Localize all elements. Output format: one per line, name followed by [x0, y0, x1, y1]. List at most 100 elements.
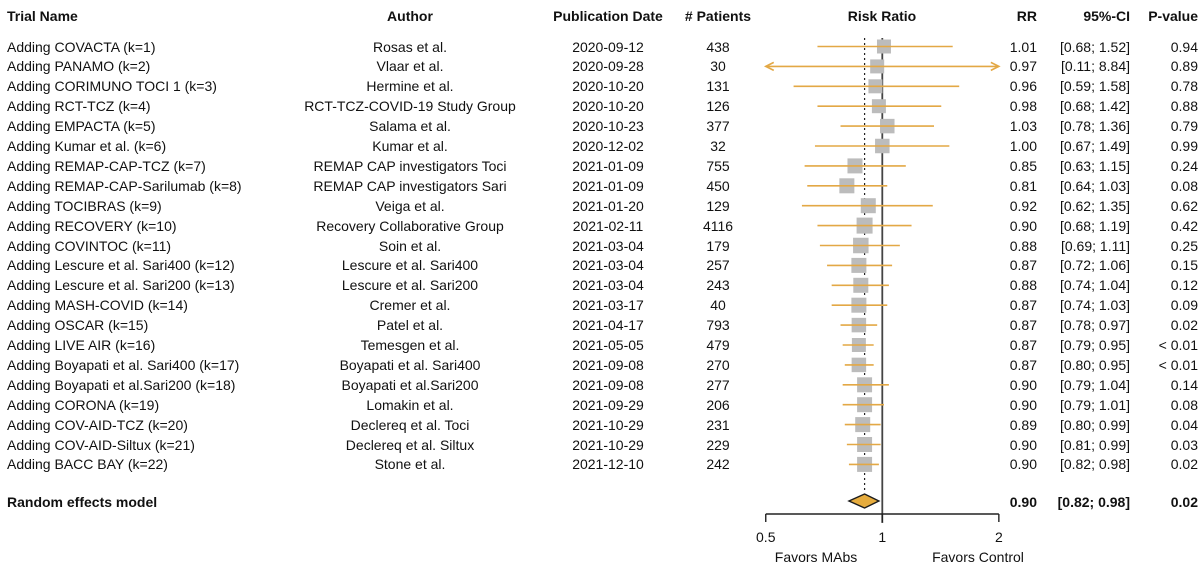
p-value: 0.08 [1170, 396, 1198, 413]
ci-value: [0.63; 1.15] [1059, 157, 1130, 174]
trial-name: Adding OSCAR (k=15) [7, 317, 149, 334]
patient-count: 30 [710, 58, 726, 75]
p-value: 0.02 [1170, 317, 1198, 334]
axis-tick-label: 0.5 [756, 529, 776, 545]
rr-value: 0.88 [1009, 277, 1037, 294]
patient-count: 131 [706, 78, 730, 95]
patient-count: 129 [706, 197, 730, 214]
p-value: 0.12 [1170, 277, 1198, 294]
p-value: 0.24 [1170, 157, 1198, 174]
ci-value: [0.81; 0.99] [1059, 436, 1130, 453]
rr-value: 0.90 [1009, 456, 1037, 473]
patient-count: 793 [706, 317, 730, 334]
rr-value: 0.90 [1009, 376, 1037, 393]
patient-count: 277 [706, 376, 730, 393]
publication-date: 2021-01-09 [572, 177, 644, 194]
trial-name: Adding Kumar et al. (k=6) [7, 138, 167, 154]
trial-name: Adding BACC BAY (k=22) [7, 456, 168, 473]
author-name: Stone et al. [374, 456, 446, 473]
publication-date: 2021-03-04 [572, 257, 644, 274]
patient-count: 179 [706, 237, 730, 254]
ci-value: [0.80; 0.99] [1059, 416, 1130, 433]
rr-value: 0.87 [1009, 257, 1037, 274]
rr-value: 0.96 [1009, 78, 1037, 95]
patient-count: 450 [706, 177, 730, 194]
ci-value: [0.68; 1.42] [1059, 98, 1130, 115]
publication-date: 2021-10-29 [572, 416, 644, 433]
summary-ci-value: [0.82; 0.98] [1057, 494, 1130, 510]
publication-date: 2021-01-20 [572, 197, 644, 214]
column-header-author: Author [387, 8, 433, 24]
trial-name: Adding COVINTOC (k=11) [7, 237, 172, 254]
p-value: 0.79 [1170, 118, 1198, 135]
axis-tick-label: 2 [994, 529, 1003, 545]
author-name: Rosas et al. [373, 38, 447, 55]
publication-date: 2021-02-11 [572, 217, 644, 234]
trial-name: Adding Boyapati et al.Sari200 (k=18) [7, 376, 236, 393]
publication-date: 2020-09-28 [572, 58, 644, 75]
rr-value: 0.97 [1009, 58, 1037, 75]
author-name: Lescure et al. Sari200 [341, 277, 479, 294]
rr-value: 0.90 [1009, 217, 1037, 234]
trial-name: Adding COVACTA (k=1) [7, 38, 156, 55]
ci-value: [0.74; 1.04] [1059, 277, 1130, 294]
column-header-patients: # Patients [684, 8, 752, 24]
author-name: REMAP CAP investigators Toci [313, 157, 507, 174]
ci-value: [0.74; 1.03] [1059, 297, 1130, 314]
patient-count: 126 [706, 98, 730, 115]
author-name: RCT-TCZ-COVID-19 Study Group [304, 98, 516, 115]
author-name: Cremer et al. [369, 297, 451, 314]
ci-value: [0.11; 8.84] [1060, 58, 1130, 75]
trial-name: Adding RCT-TCZ (k=4) [7, 98, 151, 115]
publication-date: 2021-09-08 [572, 356, 644, 373]
ci-value: [0.72; 1.06] [1059, 257, 1130, 274]
trial-name: Adding REMAP-CAP-TCZ (k=7) [7, 157, 206, 174]
patient-count: 231 [706, 416, 730, 433]
author-name: Lescure et al. Sari400 [341, 257, 479, 274]
patient-count: 40 [710, 297, 726, 314]
column-header-trial-name: Trial Name [7, 8, 78, 24]
patient-count: 229 [706, 436, 730, 453]
p-value: 0.89 [1170, 58, 1198, 75]
publication-date: 2021-04-17 [572, 317, 644, 334]
publication-date: 2020-09-12 [572, 38, 644, 55]
author-name: Kumar et al. [372, 138, 448, 154]
patient-count: 377 [706, 118, 730, 135]
rr-value: 0.87 [1009, 356, 1037, 373]
publication-date: 2021-03-17 [572, 297, 644, 314]
summary-p-value: 0.02 [1170, 494, 1198, 510]
publication-date: 2021-03-04 [572, 277, 644, 294]
column-header-p-value: P-value [1148, 8, 1198, 24]
ci-value: [0.68; 1.52] [1059, 38, 1130, 55]
patient-count: 32 [710, 138, 726, 154]
p-value: 0.04 [1170, 416, 1198, 433]
trial-name: Adding Boyapati et al. Sari400 (k=17) [7, 356, 240, 373]
trial-name: Adding PANAMO (k=2) [7, 58, 151, 75]
author-name: Recovery Collaborative Group [316, 217, 504, 234]
favors-left-label: Favors MAbs [774, 549, 858, 565]
patient-count: 479 [706, 337, 730, 353]
p-value: 0.09 [1170, 297, 1198, 314]
rr-value: 0.87 [1009, 337, 1037, 353]
p-value: 0.62 [1170, 197, 1198, 214]
patient-count: 755 [706, 157, 730, 174]
publication-date: 2020-12-02 [572, 138, 644, 154]
summary-diamond [847, 493, 881, 509]
p-value: 0.15 [1170, 257, 1198, 274]
author-name: Hermine et al. [366, 78, 454, 95]
author-name: Vlaar et al. [376, 58, 444, 75]
rr-value: 0.81 [1009, 177, 1037, 194]
author-name: REMAP CAP investigators Sari [313, 177, 507, 194]
ci-value: [0.80; 0.95] [1059, 356, 1130, 373]
p-value: 0.42 [1170, 217, 1198, 234]
publication-date: 2020-10-20 [572, 78, 644, 95]
trial-name: Adding CORIMUNO TOCI 1 (k=3) [7, 78, 217, 95]
p-value: 0.02 [1170, 456, 1198, 473]
rr-value: 0.87 [1009, 297, 1037, 314]
p-value: 0.08 [1170, 177, 1198, 194]
column-header-risk-ratio: Risk Ratio [847, 8, 917, 24]
author-name: Boyapati et al. Sari400 [339, 356, 481, 373]
p-value: 0.99 [1170, 138, 1198, 154]
patient-count: 243 [706, 277, 730, 294]
